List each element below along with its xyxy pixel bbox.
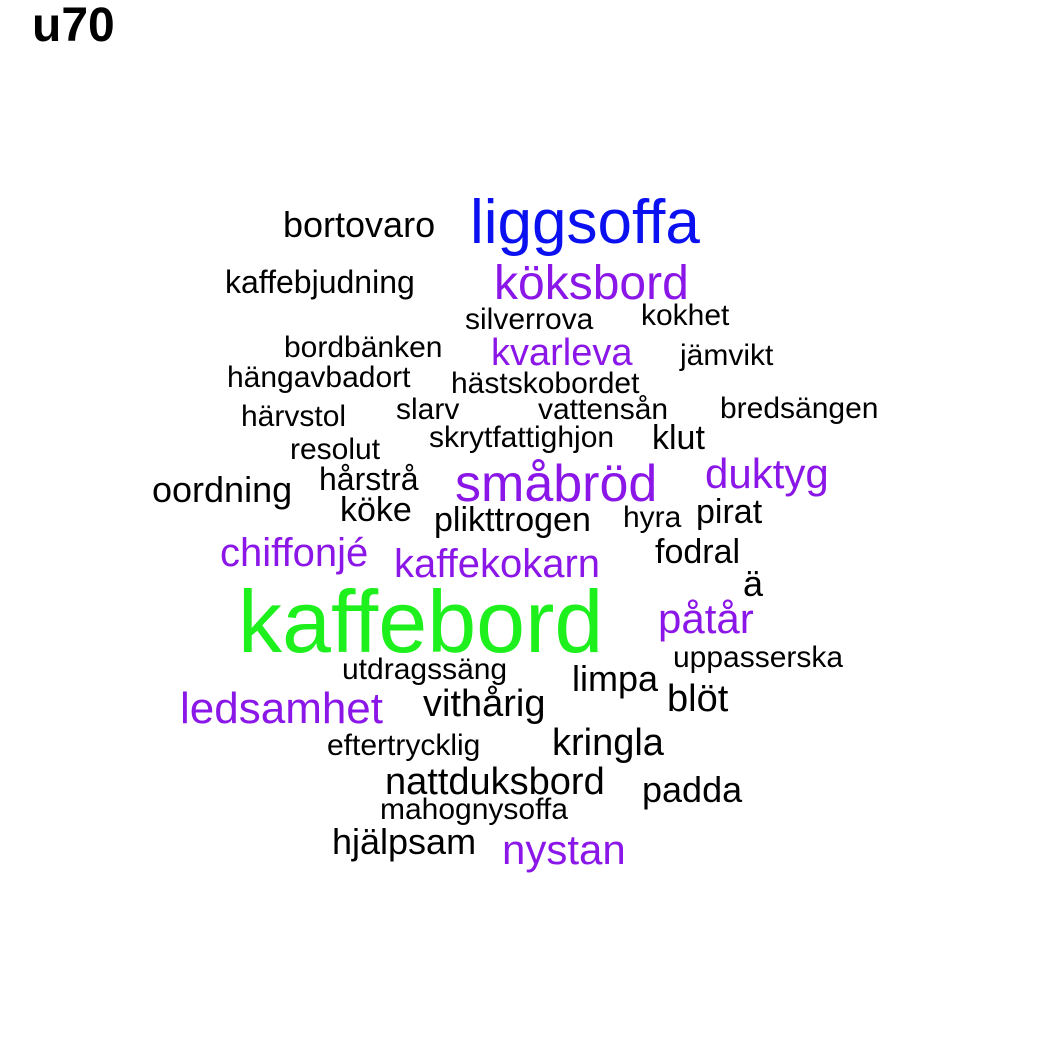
word-koke: köke: [340, 491, 412, 529]
word-padda: padda: [642, 769, 743, 810]
word-kaffebjudning: kaffebjudning: [225, 264, 415, 300]
word-hastskobordet: hästskobordet: [451, 367, 640, 400]
word-hjalpsam: hjälpsam: [332, 821, 477, 862]
word-vitharig: vithårig: [423, 683, 546, 725]
word-limpa: limpa: [572, 658, 659, 699]
word-silverrova: silverrova: [465, 303, 594, 336]
word-oordning: oordning: [152, 469, 293, 510]
word-nattduksbord: nattduksbord: [385, 761, 605, 803]
word-chiffonje: chiffonjé: [220, 531, 369, 575]
word-klut: klut: [652, 419, 705, 457]
word-kaffebord: kaffebord: [238, 572, 604, 671]
word-utdragssang: utdragssäng: [342, 653, 508, 686]
word-blot: blöt: [667, 678, 729, 720]
word-koksbord: köksbord: [494, 257, 689, 310]
word-duktyg: duktyg: [705, 450, 829, 497]
word-kaffekokarn: kaffekokarn: [394, 542, 601, 586]
word-mahognysoffa: mahognysoffa: [380, 793, 568, 826]
word-liggsoffa: liggsoffa: [470, 188, 700, 257]
word-bredsangen: bredsängen: [720, 392, 879, 425]
word-harstra: hårstrå: [319, 461, 419, 497]
word-bortovaro: bortovaro: [283, 204, 436, 245]
word-kvarleva: kvarleva: [491, 332, 633, 374]
word-hyra: hyra: [623, 501, 682, 534]
word-eftertrycklig: eftertrycklig: [327, 729, 481, 762]
word-kringla: kringla: [552, 722, 664, 764]
word-plikttrogen: plikttrogen: [434, 501, 591, 539]
word-vattensan: vattensån: [538, 393, 669, 426]
word-pirat: pirat: [696, 493, 763, 531]
cloud-title: u70: [32, 0, 115, 52]
word-bordbanken: bordbänken: [284, 331, 443, 364]
word-resolut: resolut: [290, 433, 381, 466]
word-smabrod: småbröd: [455, 455, 658, 513]
word-uppasserska: uppasserska: [673, 641, 844, 674]
word-harvstol: härvstol: [241, 400, 347, 433]
word-nystan: nystan: [502, 826, 626, 873]
word-ledsamhet: ledsamhet: [180, 684, 384, 733]
word-slarv: slarv: [396, 393, 460, 426]
word-jamvikt: jämvikt: [680, 339, 774, 372]
word-a: ä: [743, 563, 764, 604]
word-skrytfattighjon: skrytfattighjon: [429, 421, 615, 454]
word-fodral: fodral: [655, 533, 741, 571]
word-patar: påtår: [658, 595, 754, 642]
word-hangavbadort: hängavbadort: [227, 361, 411, 394]
word-kokhet: kokhet: [641, 299, 730, 332]
